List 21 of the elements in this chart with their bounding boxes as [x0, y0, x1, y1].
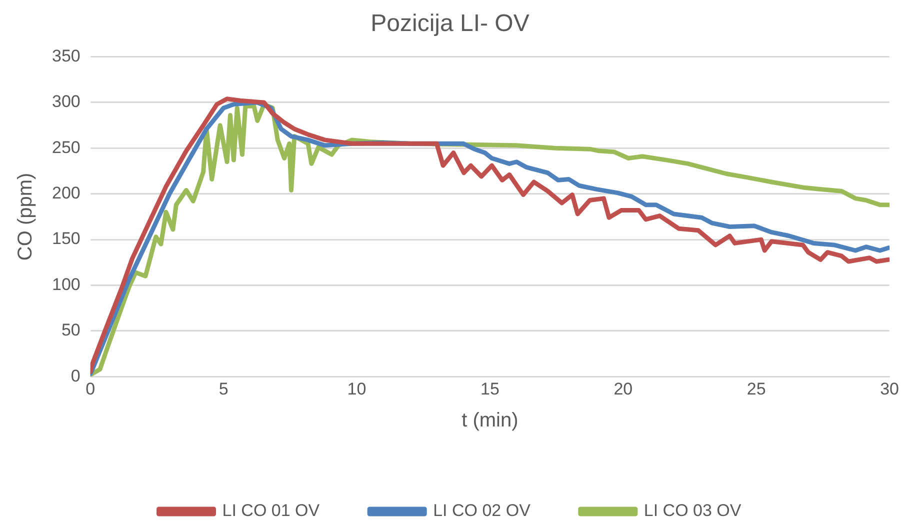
y-tick-label: 350 [52, 46, 80, 66]
y-tick-label: 150 [52, 229, 80, 248]
x-tick-label: 10 [347, 379, 366, 398]
y-tick-label: 200 [52, 184, 80, 203]
y-tick-label: 300 [52, 92, 80, 112]
y-tick-label: 0 [70, 366, 80, 386]
legend-label: LI CO 01 OV [222, 501, 320, 520]
y-tick-label: 250 [52, 138, 80, 157]
chart-title: Pozicija LI- OV [370, 10, 530, 38]
y-tick-label: 100 [52, 274, 80, 294]
x-tick-label: 15 [480, 379, 500, 398]
y-axis-title: CO (ppm) [14, 172, 37, 261]
legend-label: LI CO 03 OV [644, 501, 742, 520]
x-axis-title: t (min) [462, 410, 518, 432]
x-tick-label: 0 [86, 379, 96, 398]
x-tick-label: 25 [746, 379, 766, 398]
x-tick-label: 30 [880, 379, 900, 398]
x-tick-label: 20 [614, 379, 633, 398]
legend-label: LI CO 02 OV [433, 501, 532, 520]
x-tick-label: 5 [218, 379, 228, 398]
y-tick-label: 50 [61, 320, 80, 340]
